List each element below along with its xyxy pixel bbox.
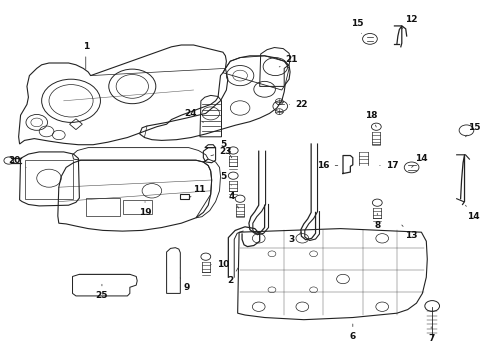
Text: 25: 25 <box>96 284 108 300</box>
Text: 4: 4 <box>228 192 239 208</box>
Text: 15: 15 <box>466 123 480 137</box>
Text: 20: 20 <box>8 156 26 168</box>
Text: 14: 14 <box>412 154 428 167</box>
Text: 16: 16 <box>317 161 338 170</box>
Text: 23: 23 <box>211 147 232 156</box>
Text: 22: 22 <box>290 100 308 109</box>
Text: 17: 17 <box>380 161 398 170</box>
Text: 5: 5 <box>220 140 232 158</box>
Text: 13: 13 <box>402 225 418 240</box>
Text: 15: 15 <box>351 19 364 33</box>
Text: 9: 9 <box>180 278 190 292</box>
Text: 11: 11 <box>189 185 205 198</box>
Text: 14: 14 <box>466 205 479 220</box>
Text: 21: 21 <box>279 55 298 67</box>
Text: 7: 7 <box>428 327 435 343</box>
Text: 6: 6 <box>350 324 356 341</box>
Text: 8: 8 <box>374 213 380 230</box>
Text: 2: 2 <box>227 267 239 285</box>
Text: 3: 3 <box>289 232 301 244</box>
Text: 5: 5 <box>220 172 231 185</box>
Text: 1: 1 <box>83 42 89 69</box>
Text: 19: 19 <box>139 202 151 217</box>
Text: 18: 18 <box>365 111 378 127</box>
Text: 10: 10 <box>211 260 229 269</box>
Text: 12: 12 <box>402 15 418 29</box>
Text: 24: 24 <box>184 109 203 122</box>
